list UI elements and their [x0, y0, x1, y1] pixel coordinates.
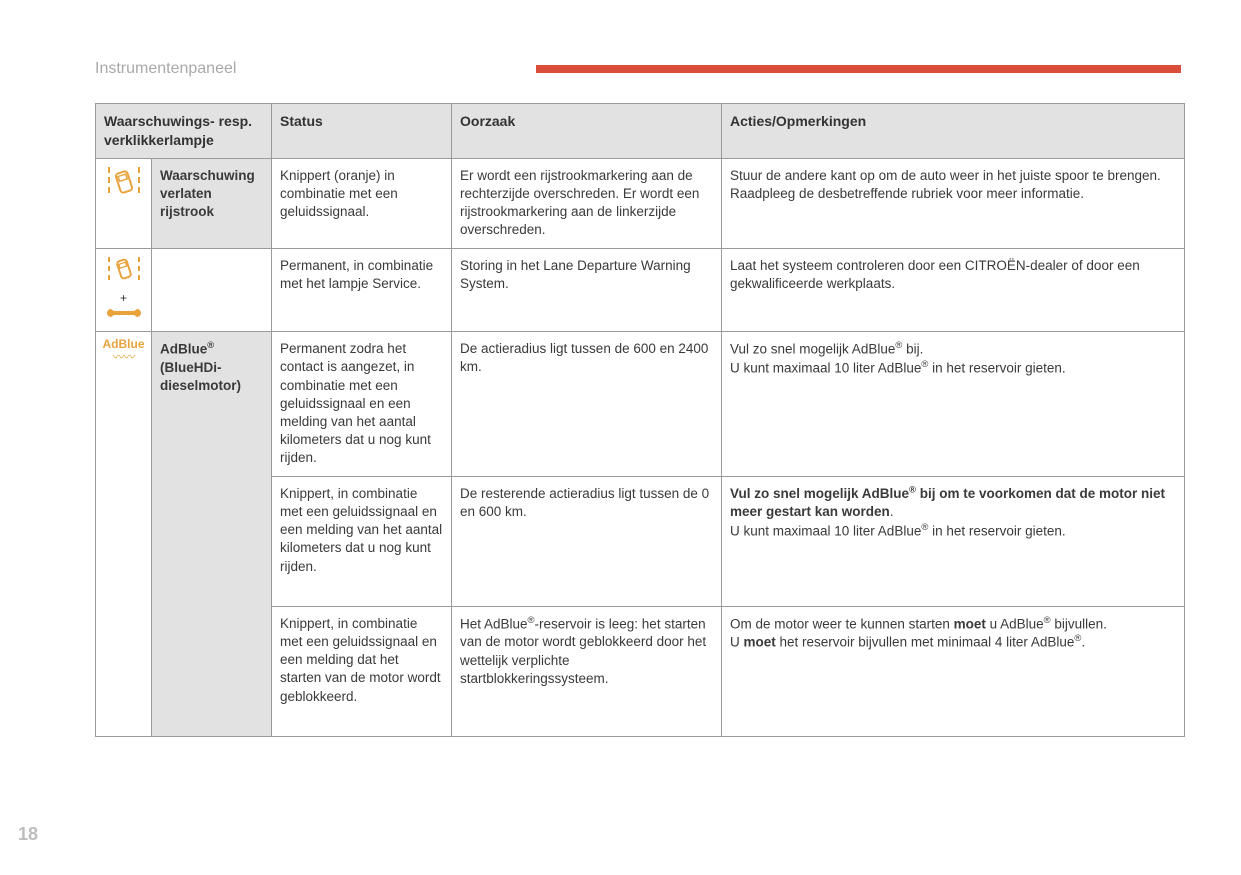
- cause-cell: De actieradius ligt tussen de 600 en 240…: [452, 332, 722, 477]
- col-header-lamp: Waarschuwings- resp. verklikkerlampje: [96, 104, 272, 159]
- action-cell: Om de motor weer te kunnen starten moet …: [722, 606, 1185, 736]
- lamp-icon-cell: [96, 158, 152, 248]
- cause-cell: Er wordt een rijstrookmarkering aan de r…: [452, 158, 722, 248]
- warning-lamp-table: Waarschuwings- resp. verklikkerlampje St…: [95, 103, 1185, 737]
- status-cell: Knippert (oranje) in combinatie met een …: [272, 158, 452, 248]
- cause-cell: De resterende actieradius ligt tussen de…: [452, 476, 722, 606]
- cause-cell: Storing in het Lane Departure Warning Sy…: [452, 248, 722, 331]
- page-number: 18: [18, 824, 38, 845]
- status-cell: Knippert, in combinatie met een geluidss…: [272, 606, 452, 736]
- adblue-wave-icon: 〰〰: [98, 351, 149, 363]
- status-cell: Permanent zodra het contact is aangezet,…: [272, 332, 452, 477]
- status-cell: Permanent, in combinatie met het lampje …: [272, 248, 452, 331]
- table-row: Waarschuwing verlaten rijstrook Knippert…: [96, 158, 1185, 248]
- lamp-name: AdBlue® (BlueHDi-dieselmotor): [152, 332, 272, 737]
- col-header-status: Status: [272, 104, 452, 159]
- status-cell: Knippert, in combinatie met een geluidss…: [272, 476, 452, 606]
- accent-bar: [536, 65, 1181, 73]
- action-cell: Vul zo snel mogelijk AdBlue® bij om te v…: [722, 476, 1185, 606]
- section-title: Instrumentenpaneel: [95, 60, 236, 78]
- lamp-name: Waarschuwing verlaten rijstrook: [152, 158, 272, 248]
- col-header-cause: Oorzaak: [452, 104, 722, 159]
- lane-departure-icon: [105, 255, 143, 290]
- plus-sign: +: [98, 292, 149, 304]
- lamp-icon-cell: +: [96, 248, 152, 331]
- action-cell: Laat het systeem controleren door een CI…: [722, 248, 1185, 331]
- cause-cell: Het AdBlue®-reservoir is leeg: het start…: [452, 606, 722, 736]
- col-header-action: Acties/Opmerkingen: [722, 104, 1185, 159]
- table-row: AdBlue 〰〰 AdBlue® (BlueHDi-dieselmotor) …: [96, 332, 1185, 477]
- adblue-icon: AdBlue: [98, 338, 149, 350]
- action-cell: Stuur de andere kant op om de auto weer …: [722, 158, 1185, 248]
- action-cell: Vul zo snel mogelijk AdBlue® bij.U kunt …: [722, 332, 1185, 477]
- lamp-name: [152, 248, 272, 331]
- lane-departure-icon: [105, 165, 143, 204]
- lamp-icon-cell: AdBlue 〰〰: [96, 332, 152, 737]
- wrench-icon: [105, 306, 143, 325]
- table-row: + Permanent, in combinatie met het lampj…: [96, 248, 1185, 331]
